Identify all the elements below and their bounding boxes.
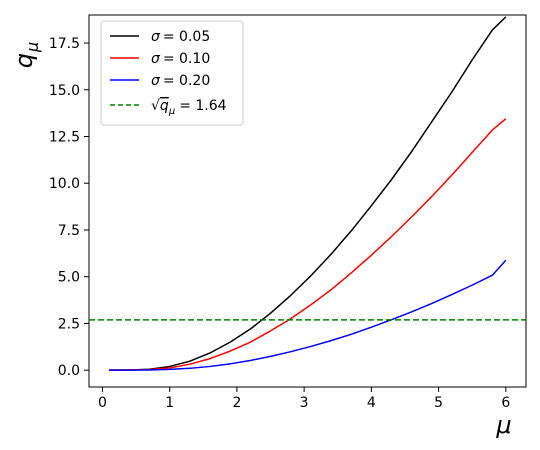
series-lines [89, 16, 526, 371]
y-tick-label: 15.0 [49, 83, 80, 99]
x-tick-label: 6 [501, 395, 510, 411]
legend-label-sigma-010: σ = 0.10 [151, 51, 210, 67]
legend-label-sigma-005: σ = 0.05 [151, 29, 210, 45]
y-axis-label-subscript: μ [23, 42, 42, 53]
x-tick-label: 4 [367, 395, 376, 411]
series-line-2 [109, 259, 507, 371]
series-line-0 [109, 16, 507, 371]
x-axis-ticks: 0 1 2 3 4 5 6 [98, 387, 510, 411]
y-tick-label: 7.5 [58, 223, 80, 239]
y-tick-label: 10.0 [49, 176, 80, 192]
y-axis-label-main: q [10, 53, 38, 68]
x-tick-label: 0 [98, 395, 107, 411]
x-tick-label: 3 [300, 395, 309, 411]
x-tick-label: 2 [232, 395, 241, 411]
legend: σ = 0.05 σ = 0.10 σ = 0.20 √qμ = 1.64 [100, 20, 244, 126]
y-tick-label: 5.0 [58, 270, 80, 286]
x-axis-label: μ [495, 411, 511, 439]
y-axis-ticks: 0.0 2.5 5.0 7.5 10.0 12.5 15.0 17.5 [49, 36, 89, 379]
legend-label-threshold: √qμ = 1.64 [151, 98, 227, 117]
legend-label-sigma-020: σ = 0.20 [151, 73, 210, 89]
y-axis-label: qμ [10, 42, 42, 68]
y-tick-label: 0.0 [58, 363, 80, 379]
y-tick-label: 12.5 [49, 130, 80, 146]
series-line-1 [109, 118, 507, 371]
x-tick-label: 5 [434, 395, 443, 411]
svg-text:qμ: qμ [10, 42, 42, 68]
y-tick-label: 17.5 [49, 36, 80, 52]
x-tick-label: 1 [165, 395, 174, 411]
legend-box [100, 20, 244, 126]
y-tick-label: 2.5 [58, 316, 80, 332]
